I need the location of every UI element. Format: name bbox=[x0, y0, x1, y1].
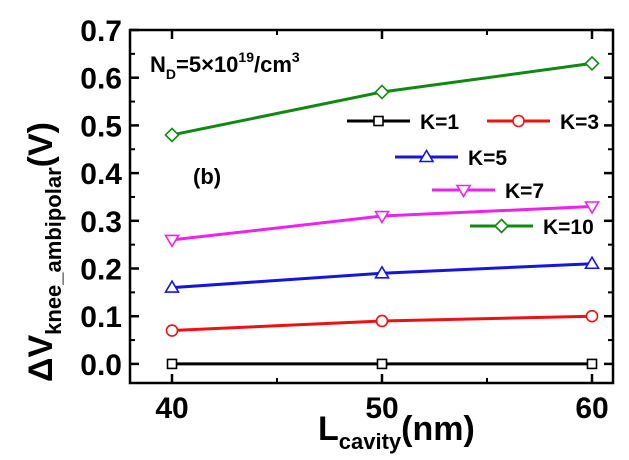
legend-marker bbox=[455, 184, 472, 199]
data-point bbox=[164, 279, 180, 293]
legend-marker bbox=[512, 114, 525, 128]
legend-item: K=10 bbox=[470, 216, 594, 239]
data-point bbox=[165, 324, 179, 337]
y-tick-label: 0.1 bbox=[80, 301, 122, 334]
legend-label: K=10 bbox=[543, 216, 594, 239]
data-point bbox=[375, 314, 389, 328]
data-point bbox=[584, 201, 600, 215]
data-point bbox=[374, 210, 390, 225]
legend-item: K=7 bbox=[432, 180, 544, 203]
y-tick-label: 0.5 bbox=[80, 110, 122, 143]
series-layer bbox=[164, 55, 600, 370]
legend-item: K=3 bbox=[487, 111, 599, 134]
y-tick-label: 0.7 bbox=[80, 15, 122, 48]
data-point bbox=[166, 358, 178, 370]
x-tick-label: 40 bbox=[155, 392, 188, 425]
legend-item: K=1 bbox=[347, 111, 459, 134]
y-axis-ticks: 0.0 0.1 0.2 0.3 0.4 0.5 0.6 0.7 bbox=[80, 15, 613, 382]
data-point bbox=[376, 358, 388, 370]
data-point bbox=[584, 255, 600, 270]
series-group bbox=[164, 55, 600, 143]
data-point bbox=[584, 55, 600, 72]
y-tick-label: 0.6 bbox=[80, 63, 122, 96]
x-axis-ticks: 40 50 60 bbox=[155, 30, 609, 425]
y-tick-label: 0.2 bbox=[80, 254, 122, 287]
legend-label: K=3 bbox=[560, 111, 599, 134]
legend-label: K=5 bbox=[468, 147, 507, 170]
legend-marker bbox=[418, 148, 435, 163]
legend: K=1 K=3 K=5 K=7 K=10 bbox=[347, 111, 599, 239]
legend-marker bbox=[373, 115, 384, 127]
data-point bbox=[374, 84, 390, 100]
series-group bbox=[166, 358, 598, 370]
series-group bbox=[164, 255, 600, 293]
legend-item: K=5 bbox=[395, 147, 507, 170]
panel-label: (b) bbox=[193, 164, 221, 189]
y-tick-label: 0.0 bbox=[80, 349, 122, 382]
data-point bbox=[164, 234, 180, 248]
data-point bbox=[585, 309, 599, 323]
data-point bbox=[164, 127, 180, 143]
data-point bbox=[586, 358, 598, 370]
x-tick-label: 60 bbox=[575, 392, 608, 425]
legend-label: K=1 bbox=[420, 111, 459, 134]
legend-label: K=7 bbox=[505, 180, 544, 203]
y-tick-label: 0.4 bbox=[80, 158, 122, 191]
doping-annotation: ND=5×1019/cm3 bbox=[150, 49, 300, 82]
x-tick-label: 50 bbox=[365, 392, 398, 425]
data-point bbox=[374, 265, 390, 279]
y-axis-title: ΔVknee_ambipolar(V) bbox=[22, 122, 66, 382]
legend-marker bbox=[493, 218, 510, 234]
x-axis-title: Lcavity(nm) bbox=[318, 410, 475, 454]
plot-frame bbox=[128, 28, 615, 385]
y-tick-label: 0.3 bbox=[80, 206, 122, 239]
series-group bbox=[165, 309, 599, 337]
series-group bbox=[164, 201, 600, 248]
